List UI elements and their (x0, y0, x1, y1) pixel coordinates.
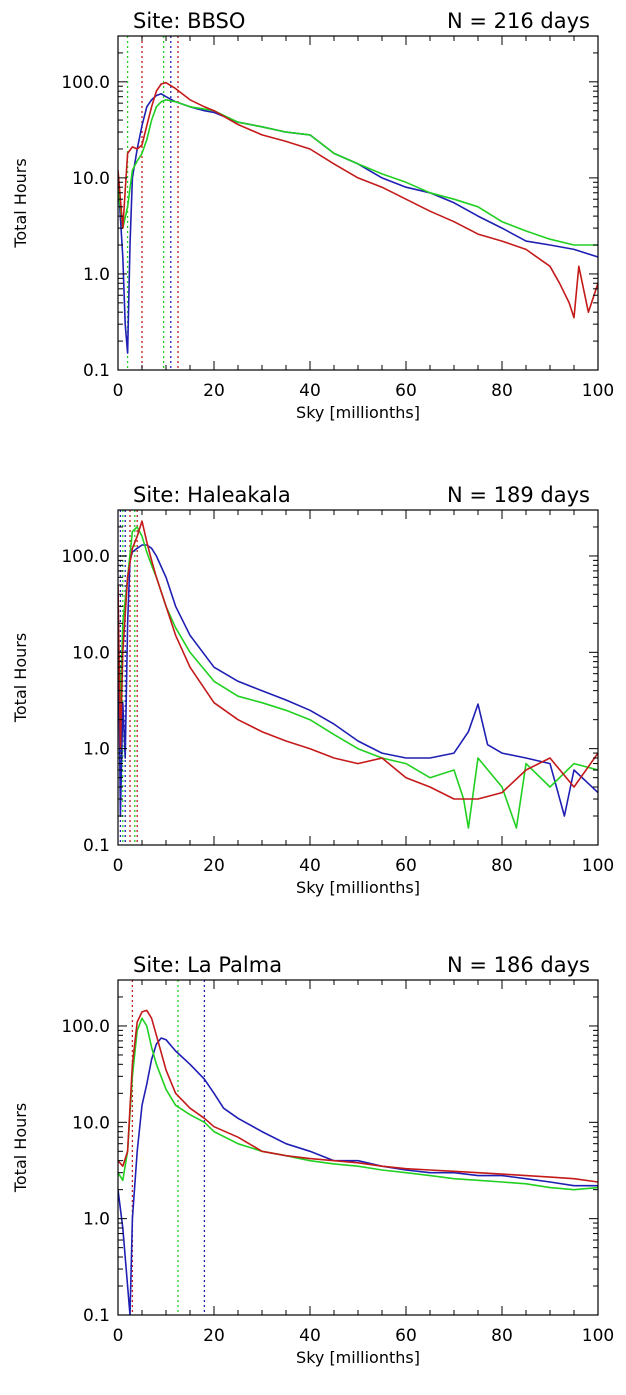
plot-frame (117, 35, 599, 371)
chart-title-days: N = 186 days (447, 953, 590, 977)
series-line-blue (118, 544, 598, 817)
y-tick-label: 1.0 (83, 740, 110, 760)
x-tick-label: 100 (582, 381, 614, 401)
series-line-blue (118, 93, 598, 354)
y-tick-label: 10.0 (72, 643, 110, 663)
chart-panel: Site: La Palma N = 186 days 0 20 40 60 80 100 0.… (11, 953, 614, 1367)
y-tick-label: 10.0 (72, 1113, 110, 1133)
series-line-green (118, 1017, 598, 1191)
chart-panel: Site: BBSO N = 216 days 0 20 40 60 80 100 0.1 1.0… (11, 9, 614, 422)
plot-frame (117, 979, 599, 1316)
x-tick-label: 20 (203, 1326, 225, 1346)
x-tick-label: 100 (582, 856, 614, 876)
series-line-red (118, 520, 598, 800)
y-tick-label: 100.0 (61, 73, 110, 93)
x-tick-label: 0 (113, 856, 124, 876)
y-tick-label: 1.0 (83, 1210, 110, 1230)
chart-panel: Site: Haleakala N = 189 days 0 20 40 60 80 100 0… (11, 483, 614, 897)
x-tick-label: 80 (491, 1326, 513, 1346)
x-tick-label: 40 (299, 381, 321, 401)
chart-title-site: Site: Haleakala (133, 483, 291, 507)
x-tick-label: 40 (299, 856, 321, 876)
series-line-green (118, 99, 598, 246)
chart-title-site: Site: BBSO (133, 9, 245, 33)
y-tick-label: 0.1 (83, 1306, 110, 1326)
x-tick-label: 40 (299, 1326, 321, 1346)
y-tick-label: 10.0 (72, 169, 110, 189)
x-tick-label: 60 (395, 856, 417, 876)
series-line-red (118, 81, 598, 319)
chart-title-site: Site: La Palma (133, 953, 282, 977)
y-axis-label: Total Hours (11, 1103, 30, 1193)
chart-title-days: N = 216 days (447, 9, 590, 33)
x-tick-label: 0 (113, 381, 124, 401)
series-line-green (118, 526, 598, 829)
x-axis-label: Sky [millionths] (296, 1348, 420, 1367)
y-axis-label: Total Hours (11, 158, 30, 248)
x-axis-label: Sky [millionths] (296, 878, 420, 897)
x-tick-label: 80 (491, 856, 513, 876)
series-line-red (118, 1009, 598, 1183)
x-axis-label: Sky [millionths] (296, 403, 420, 422)
y-tick-label: 100.0 (61, 547, 110, 567)
x-tick-label: 100 (582, 1326, 614, 1346)
y-tick-label: 100.0 (61, 1017, 110, 1037)
y-tick-label: 1.0 (83, 265, 110, 285)
plot-frame (117, 509, 599, 846)
x-tick-label: 0 (113, 1326, 124, 1346)
chart-panels: Site: BBSO N = 216 days 0 20 40 60 80 100 0.1 1.0… (11, 9, 614, 1367)
x-tick-label: 20 (203, 856, 225, 876)
x-tick-label: 60 (395, 1326, 417, 1346)
y-tick-label: 0.1 (83, 836, 110, 856)
y-tick-label: 0.1 (83, 361, 110, 381)
chart-title-days: N = 189 days (447, 483, 590, 507)
y-axis-label: Total Hours (11, 633, 30, 723)
x-tick-label: 60 (395, 381, 417, 401)
series-line-blue (118, 1037, 598, 1315)
x-tick-label: 80 (491, 381, 513, 401)
x-tick-label: 20 (203, 381, 225, 401)
